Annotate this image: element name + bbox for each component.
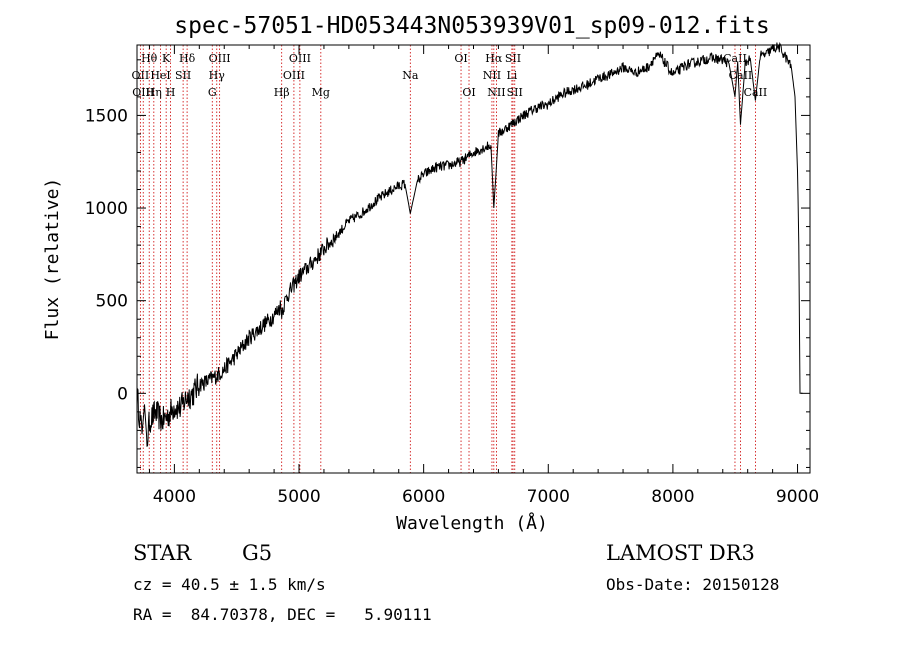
spectral-line-label: SII <box>507 86 523 99</box>
survey-name: LAMOST DR3 <box>606 541 755 565</box>
y-tick-label: 1500 <box>85 106 128 126</box>
spectral-line-label: CaII <box>744 86 768 99</box>
spectral-line-label: HeI <box>150 69 170 82</box>
spectral-line-label: OI <box>454 52 467 65</box>
spectral-line-label: Mg <box>312 86 330 99</box>
spectral-line-label: CaII <box>729 69 753 82</box>
spectral-line-label: NII <box>483 69 501 82</box>
obs-date: Obs-Date: 20150128 <box>606 575 779 594</box>
y-axis-label: Flux (relative) <box>42 178 63 341</box>
spectral-line-label: Hβ <box>274 86 290 99</box>
y-tick-label: 1000 <box>85 199 128 219</box>
star-class: STAR <box>133 541 192 565</box>
spectral-line-label: Hα <box>485 52 503 65</box>
spectral-line-label: Hδ <box>179 52 196 65</box>
x-tick-label: 4000 <box>153 487 196 507</box>
x-axis: 4000 5000 6000 7000 8000 9000 <box>148 45 819 507</box>
spectral-line-label: OI <box>462 86 475 99</box>
spectral-line-label: Hη <box>146 86 162 99</box>
x-tick-label: 5000 <box>277 487 320 507</box>
spectral-line-label: Hγ <box>209 69 226 82</box>
spectral-line-label: OIII <box>132 86 154 99</box>
spectral-line-label: K <box>162 52 171 65</box>
x-tick-label: 7000 <box>527 487 570 507</box>
flux-line <box>136 42 803 447</box>
spectral-line-label: SII <box>175 69 191 82</box>
spectral-line-label: SII <box>505 52 521 65</box>
spectral-line-label: OII <box>132 69 150 82</box>
spectral-line-label: OIII <box>289 52 311 65</box>
spectral-line-label: Li <box>506 69 517 82</box>
spectral-line-label: OIII <box>283 69 305 82</box>
plot-frame <box>136 44 811 474</box>
y-tick-label: 0 <box>117 384 128 404</box>
chart-title: spec-57051-HD053443N053939V01_sp09-012.f… <box>174 13 769 39</box>
redshift-cz: cz = 40.5 ± 1.5 km/s <box>133 575 326 594</box>
spectral-line-label: G <box>208 86 217 99</box>
spectral-line-label: Hθ <box>141 52 158 65</box>
spectral-line-label: CaII <box>723 52 747 65</box>
spectral-line-label: OIII <box>209 52 231 65</box>
spectral-line-label: NII <box>487 86 505 99</box>
y-axis: 0 500 1000 1500 <box>85 59 810 468</box>
x-tick-label: 9000 <box>776 487 819 507</box>
spectral-line-label: H <box>166 86 176 99</box>
series-flux <box>136 42 803 447</box>
x-tick-label: 6000 <box>402 487 445 507</box>
spectral-line-label: Na <box>402 69 419 82</box>
ra-dec: RA = 84.70378, DEC = 5.90111 <box>133 605 432 624</box>
y-tick-label: 500 <box>96 292 128 312</box>
x-axis-label: Wavelength (Å) <box>396 512 548 534</box>
x-tick-label: 8000 <box>651 487 694 507</box>
star-subclass: G5 <box>242 541 272 565</box>
